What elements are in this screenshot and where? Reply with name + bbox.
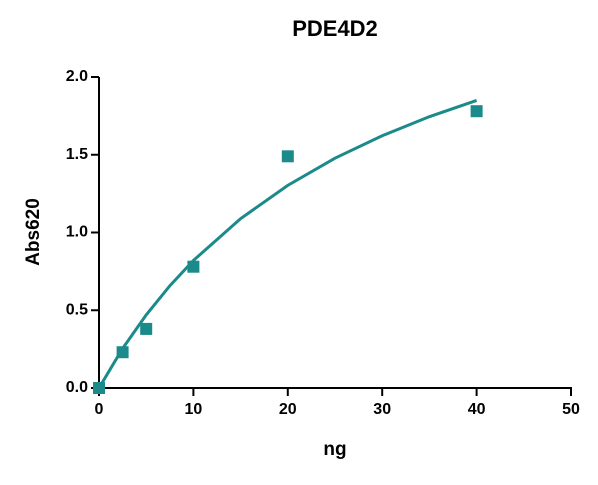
data-point (470, 105, 483, 118)
chart-title: PDE4D2 (292, 16, 378, 41)
data-point (93, 382, 105, 394)
fit-curve (97, 99, 478, 389)
y-tick-label: 2.0 (66, 68, 88, 85)
x-tick-label: 50 (562, 401, 580, 418)
y-tick-label: 0.0 (66, 379, 88, 396)
y-tick-label: 1.5 (66, 146, 88, 163)
data-point (281, 150, 294, 163)
x-tick-label: 0 (95, 401, 104, 418)
y-tick-label: 1.0 (66, 224, 88, 241)
data-point (140, 322, 153, 335)
x-tick-label: 30 (373, 401, 391, 418)
data-point (187, 260, 200, 273)
y-tick-label: 0.5 (66, 301, 88, 318)
x-tick-label: 20 (279, 401, 297, 418)
data-point (116, 346, 129, 359)
y-axis-label: Abs620 (23, 198, 44, 266)
x-tick-label: 40 (468, 401, 486, 418)
x-axis-label: ng (323, 439, 346, 460)
x-tick-label: 10 (185, 401, 203, 418)
